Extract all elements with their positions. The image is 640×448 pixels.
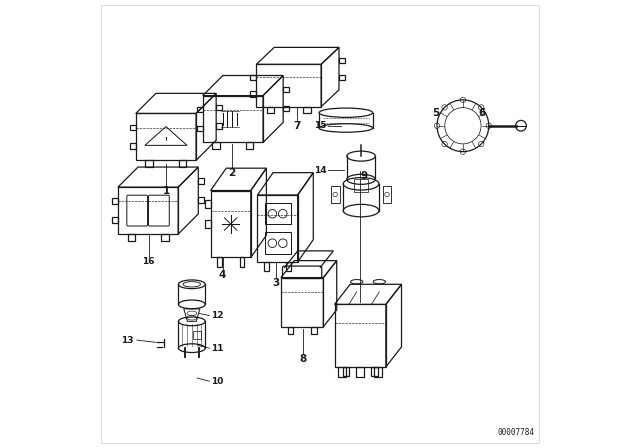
Text: 16: 16 xyxy=(142,258,155,267)
Text: 4: 4 xyxy=(219,270,227,280)
Text: 1: 1 xyxy=(163,185,170,195)
Text: 7: 7 xyxy=(293,121,300,131)
Text: 9: 9 xyxy=(360,171,367,181)
Text: 2: 2 xyxy=(228,168,235,178)
Text: 6: 6 xyxy=(478,108,485,118)
Text: 13: 13 xyxy=(121,336,133,345)
Text: 8: 8 xyxy=(300,354,307,364)
Text: !: ! xyxy=(164,137,167,142)
Text: 11: 11 xyxy=(211,344,223,353)
Text: 3: 3 xyxy=(273,278,280,288)
Text: 00007784: 00007784 xyxy=(497,428,534,438)
Text: 10: 10 xyxy=(211,377,223,386)
Text: 12: 12 xyxy=(211,311,223,320)
Text: 14: 14 xyxy=(314,166,326,175)
Text: 15: 15 xyxy=(314,121,326,130)
Text: 5: 5 xyxy=(433,108,440,118)
